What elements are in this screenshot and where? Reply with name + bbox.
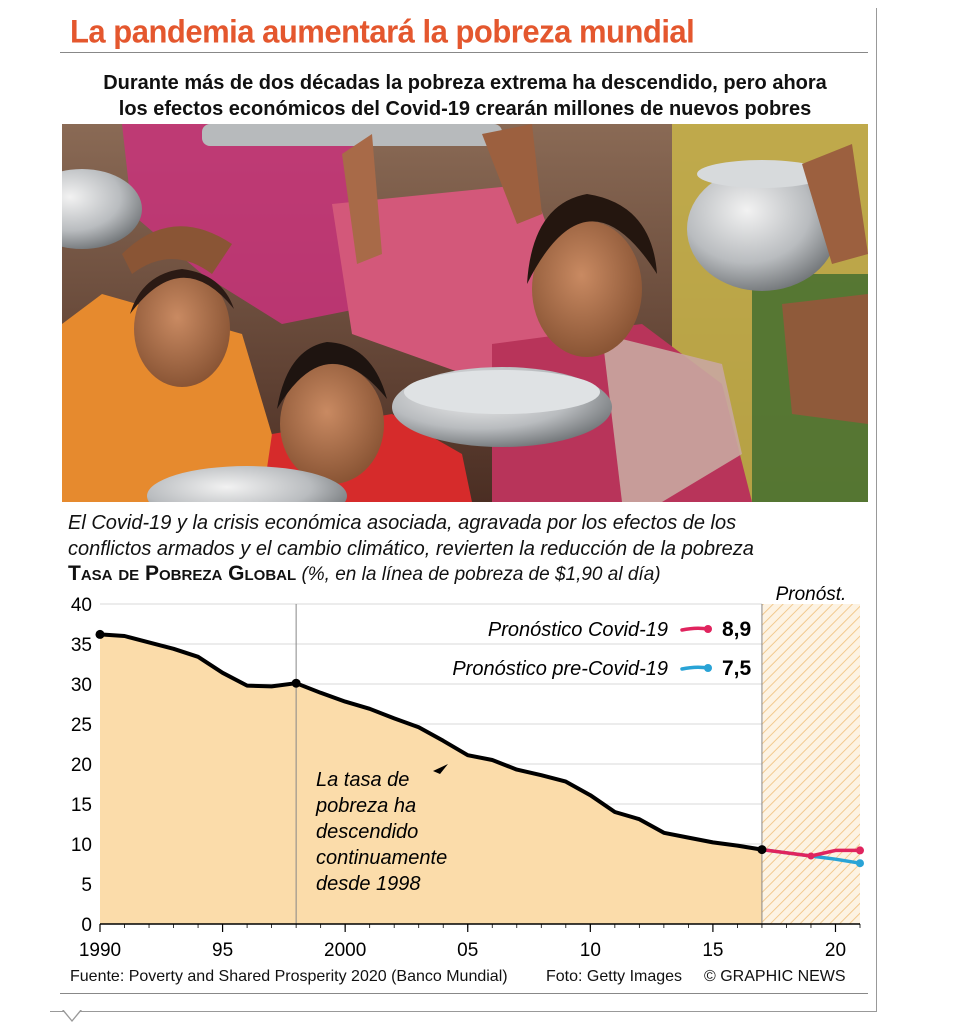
chart-heading: Tasa de Pobreza Global (%, en la línea d…: [68, 562, 661, 586]
photo-illustration: [62, 124, 868, 502]
intro-line-2: conflictos armados y el cambio climático…: [68, 538, 754, 560]
subtitle-line-2: los efectos económicos del Covid-19 crea…: [118, 98, 812, 120]
y-tick-label: 10: [71, 835, 92, 856]
precovid-end-marker: [856, 859, 864, 868]
y-tick-label: 40: [71, 595, 92, 616]
footer-photo-credit: Foto: Getty Images: [546, 968, 683, 985]
y-tick-label: 0: [81, 915, 92, 936]
annotation-pointer: [433, 764, 448, 774]
x-tick-label: 1990: [79, 940, 121, 961]
chart-title: Tasa de Pobreza Global: [68, 562, 297, 585]
annotation-line: La tasa de: [316, 769, 409, 791]
footer-source: Fuente: Poverty and Shared Prosperity 20…: [70, 968, 508, 985]
data-point-marker: [291, 678, 301, 688]
subtitle-line-1: Durante más de dos décadas la pobreza ex…: [103, 72, 827, 94]
intro-line-1: El Covid-19 y la crisis económica asocia…: [68, 512, 737, 534]
x-tick-label: 15: [702, 940, 723, 961]
covid-legend-label: Pronóstico Covid-19: [488, 619, 668, 641]
annotation-line: pobreza ha: [315, 795, 416, 817]
y-tick-label: 20: [71, 755, 92, 776]
forecast-label: Pronóst.: [776, 584, 847, 605]
y-tick-label: 30: [71, 675, 92, 696]
subtitle: Durante más de dos décadas la pobreza ex…: [62, 70, 868, 122]
covid-legend-value: 8,9: [722, 618, 751, 641]
precovid-legend-label: Pronóstico pre-Covid-19: [452, 658, 668, 680]
page-title: La pandemia aumentará la pobreza mundial: [70, 13, 695, 50]
annotation-line: desde 1998: [316, 873, 421, 895]
intro-text: El Covid-19 y la crisis económica asocia…: [68, 510, 868, 562]
chart-unit: (%, en la línea de pobreza de $1,90 al d…: [301, 564, 661, 585]
footer-rule: [60, 993, 868, 994]
x-tick-label: 95: [212, 940, 233, 961]
data-point-marker: [95, 629, 105, 639]
covid-end-marker: [856, 846, 864, 855]
annotation-line: descendido: [316, 821, 418, 843]
covid-start-marker: [807, 852, 815, 860]
speech-tail: [62, 1009, 82, 1022]
data-point-marker: [757, 845, 767, 855]
x-tick-label: 2000: [324, 940, 366, 961]
history-area: [100, 634, 762, 924]
x-tick-label: 05: [457, 940, 478, 961]
graphic-frame: [50, 8, 877, 1012]
photo-children-with-bowls: [62, 124, 868, 502]
y-tick-label: 15: [71, 795, 92, 816]
y-tick-label: 35: [71, 635, 92, 656]
annotation-line: continuamente: [316, 847, 447, 869]
footer-copyright: © GRAPHIC NEWS: [704, 968, 846, 985]
y-tick-label: 5: [81, 875, 92, 896]
precovid-legend-value: 7,5: [722, 657, 752, 680]
x-tick-label: 10: [580, 940, 601, 961]
forecast-band: [761, 604, 860, 924]
x-tick-label: 20: [825, 940, 846, 961]
covid-legend-marker: [704, 625, 712, 633]
precovid-legend-marker: [704, 664, 712, 672]
poverty-rate-line: [98, 632, 764, 852]
title-rule: [60, 52, 868, 53]
y-tick-label: 25: [71, 715, 92, 736]
